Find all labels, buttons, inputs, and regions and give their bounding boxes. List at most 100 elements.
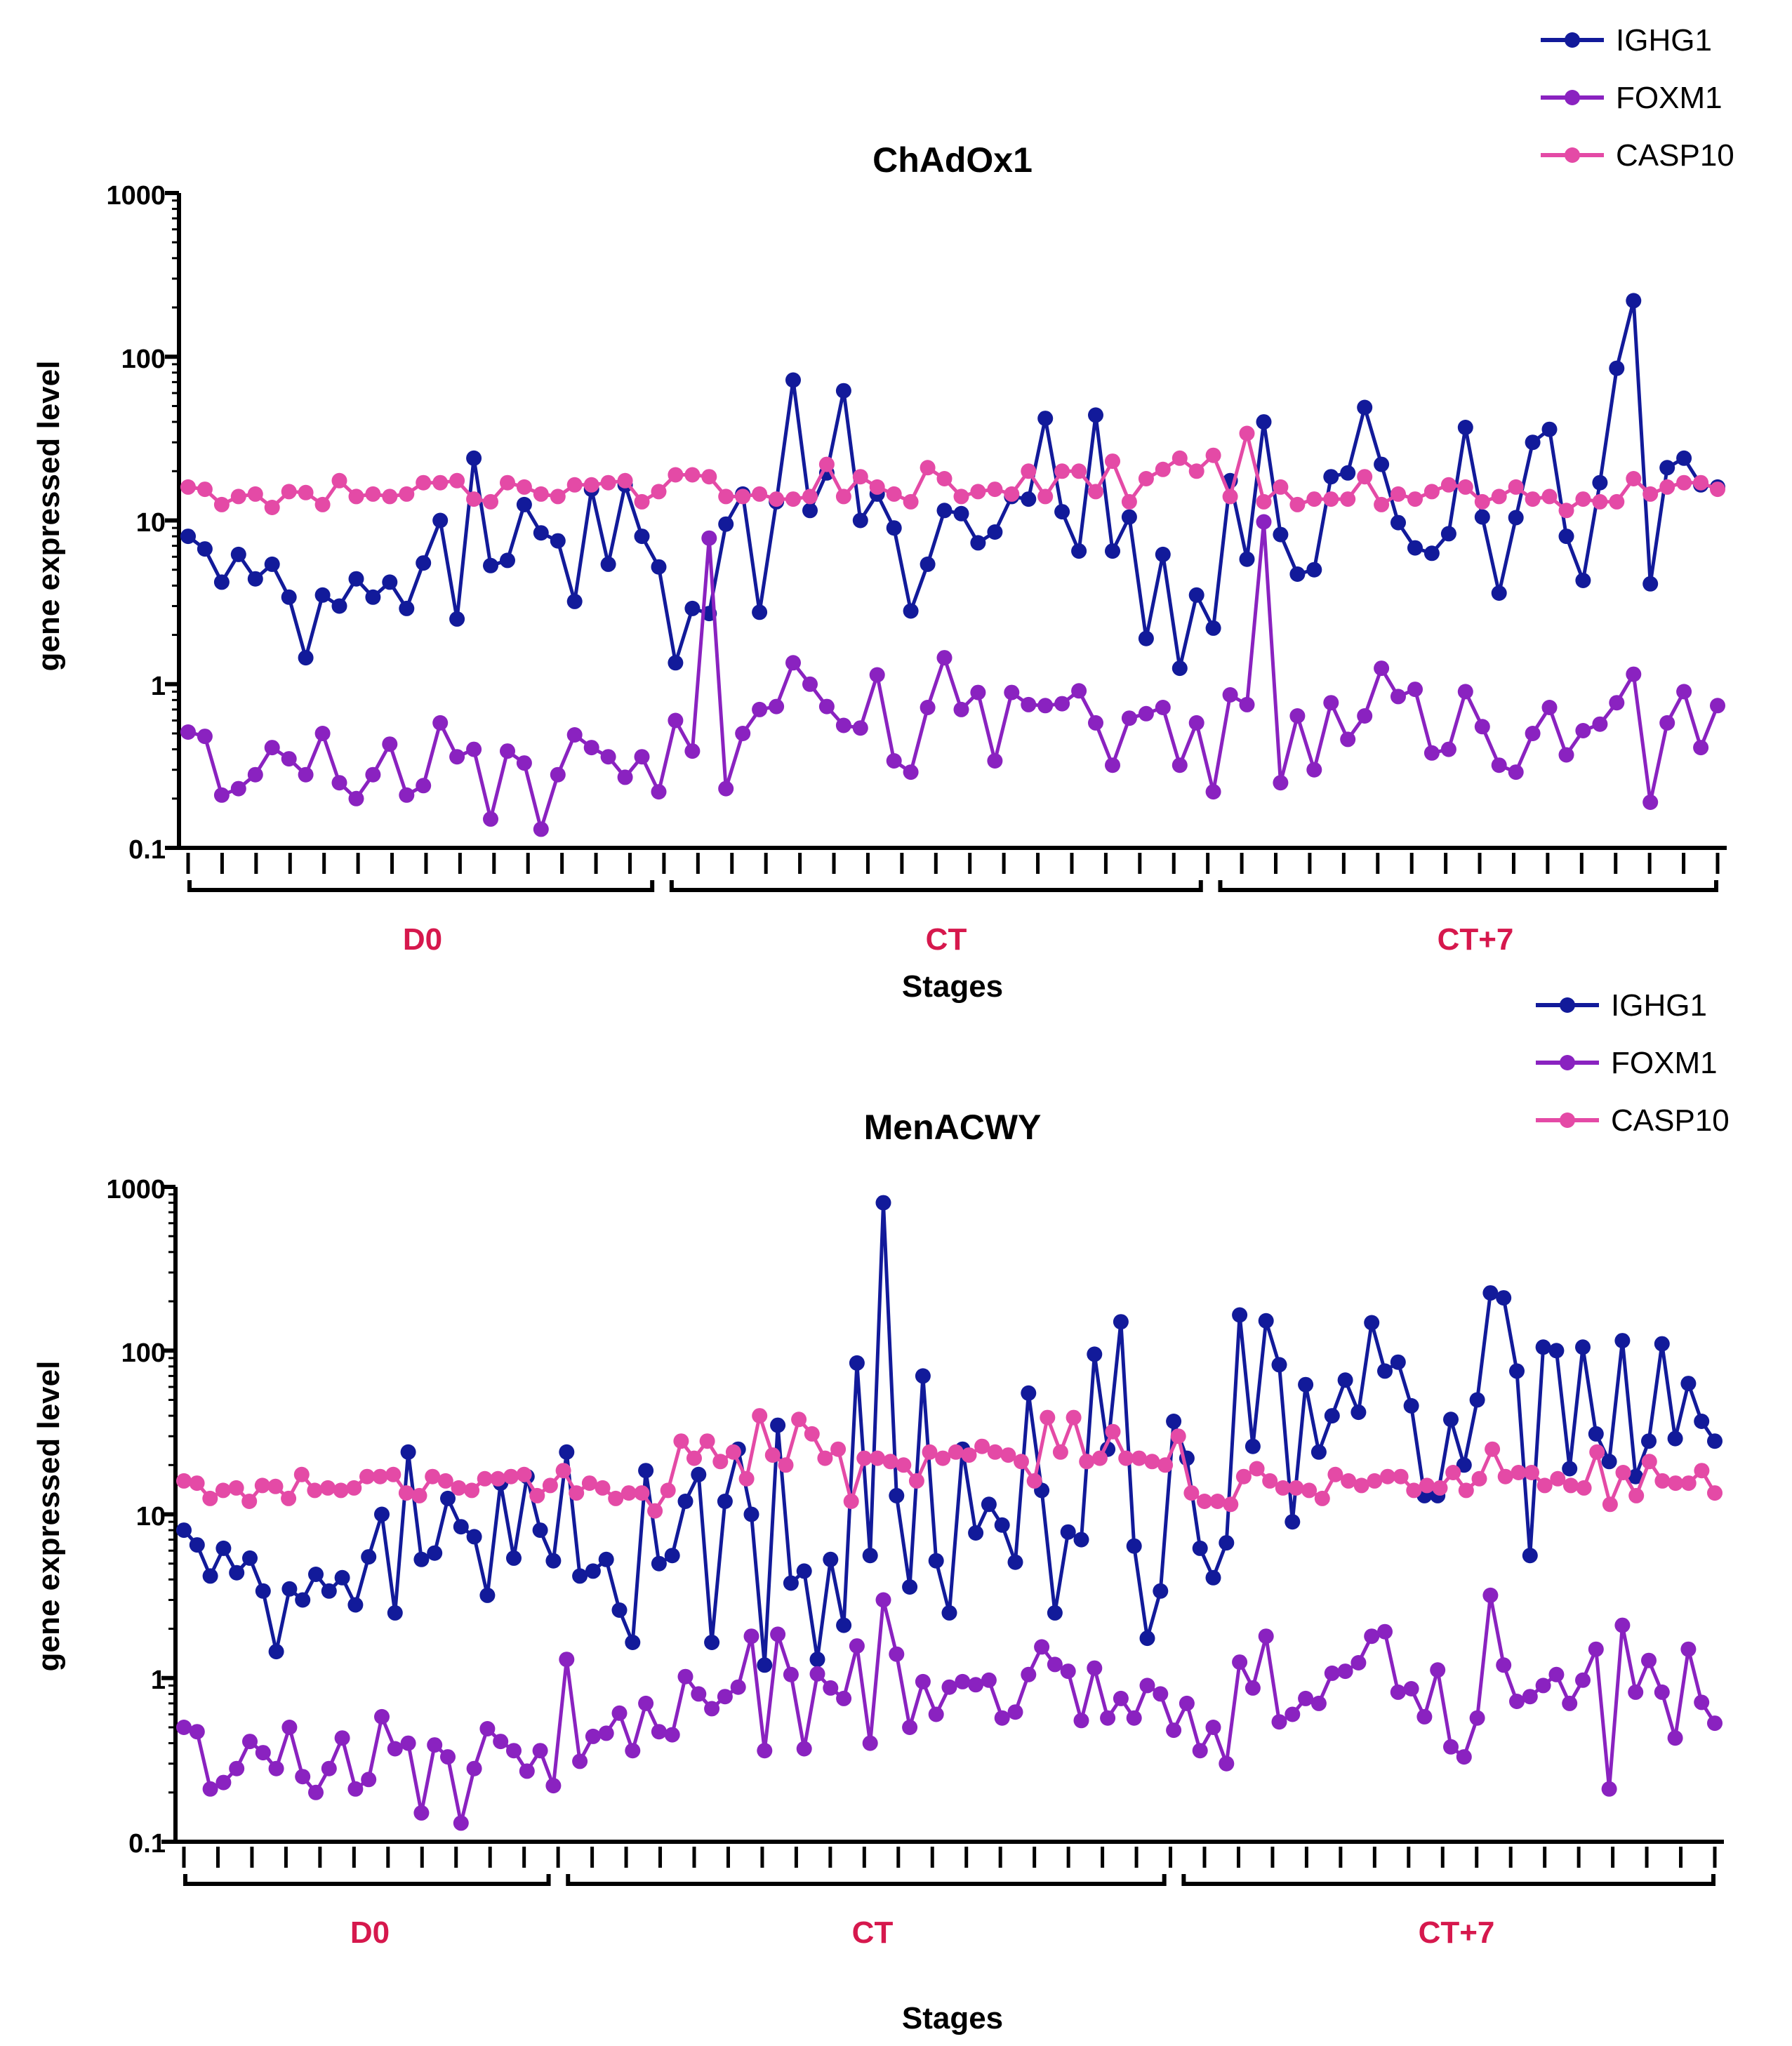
data-point-ighg1 [1126,1538,1142,1554]
data-point-ighg1 [1374,456,1390,472]
data-point-casp10 [1138,471,1154,486]
data-point-ighg1 [1575,573,1591,588]
data-point-ighg1 [545,1553,562,1569]
data-point-casp10 [1197,1494,1212,1509]
data-point-ighg1 [664,1548,680,1564]
data-point-ighg1 [1659,460,1675,476]
data-point-casp10 [331,472,347,489]
data-point-casp10 [764,1447,781,1463]
data-point-foxm1 [1047,1656,1063,1673]
data-point-casp10 [202,1490,218,1506]
data-point-casp10 [281,484,297,500]
data-point-casp10 [1393,1468,1409,1484]
data-point-casp10 [437,1473,453,1489]
data-point-foxm1 [1105,757,1120,773]
data-point-foxm1 [668,712,684,729]
data-point-foxm1 [1289,708,1306,724]
data-point-foxm1 [852,720,868,736]
data-point-casp10 [1550,1470,1566,1487]
legend-label-foxm1: FOXM1 [1616,81,1723,115]
data-point-casp10 [213,496,230,512]
data-point-ighg1 [1548,1343,1565,1359]
data-point-foxm1 [1073,1713,1089,1729]
data-point-ighg1 [752,604,768,620]
data-point-casp10 [382,489,398,505]
data-point-foxm1 [823,1680,839,1696]
data-point-casp10 [1676,474,1692,491]
data-point-casp10 [1021,463,1037,479]
data-point-foxm1 [321,1760,337,1776]
data-point-casp10 [817,1450,833,1466]
data-point-casp10 [1121,493,1137,510]
data-point-casp10 [1314,1490,1330,1506]
data-point-foxm1 [382,736,398,752]
data-point-casp10 [1256,493,1272,510]
data-point-ighg1 [625,1635,641,1650]
data-point-ighg1 [1256,414,1272,430]
data-point-foxm1 [516,755,532,771]
data-point-casp10 [1040,1409,1056,1426]
data-point-foxm1 [1239,696,1255,712]
data-point-casp10 [516,479,532,495]
data-point-foxm1 [215,1774,232,1791]
y-tick-labels: 1000 100 10 1 0.1 [106,181,166,865]
data-point-foxm1 [1491,757,1507,773]
data-point-ighg1 [1364,1315,1380,1331]
data-point-ighg1 [757,1657,773,1673]
data-point-ighg1 [1601,1454,1617,1470]
data-point-ighg1 [1113,1314,1129,1330]
data-point-casp10 [180,479,196,495]
data-point-casp10 [1693,474,1709,491]
data-point-ighg1 [295,1592,311,1608]
data-point-foxm1 [1232,1654,1248,1670]
data-point-ighg1 [1121,509,1137,525]
data-point-foxm1 [757,1743,773,1759]
data-point-casp10 [935,1450,951,1466]
data-point-ighg1 [903,603,919,619]
data-point-ighg1 [1508,510,1524,526]
data-point-ighg1 [440,1490,456,1506]
data-point-foxm1 [1271,1714,1287,1730]
data-point-casp10 [987,481,1003,498]
legend: IGHG1 FOXM1 CASP10 [1541,23,1734,173]
data-point-casp10 [1642,486,1659,502]
data-point-foxm1 [875,1592,891,1608]
data-point-ighg1 [1172,660,1188,677]
data-point-foxm1 [651,784,667,800]
data-point-ighg1 [1105,543,1120,559]
data-point-foxm1 [1575,723,1591,738]
data-point-ighg1 [717,1494,733,1509]
x-axis-label: Stages [902,2001,1003,2035]
data-point-casp10 [298,484,314,500]
data-point-casp10 [738,1470,755,1487]
data-point-foxm1 [479,1721,496,1736]
data-point-foxm1 [1034,1639,1050,1655]
data-point-foxm1 [1693,740,1709,756]
data-point-foxm1 [533,821,549,837]
data-point-foxm1 [1126,1710,1142,1726]
data-point-foxm1 [1407,682,1423,698]
data-point-ighg1 [348,571,364,587]
data-point-foxm1 [1541,700,1558,715]
data-point-casp10 [1144,1454,1160,1470]
data-point-foxm1 [598,1725,614,1741]
data-point-foxm1 [968,1677,984,1693]
data-point-foxm1 [500,743,515,759]
data-point-ighg1 [1271,1357,1287,1373]
data-point-casp10 [1602,1496,1618,1513]
chart-title: ChAdOx1 [872,140,1033,180]
data-point-foxm1 [180,724,196,740]
data-point-foxm1 [953,701,969,717]
data-point-casp10 [595,1480,611,1496]
data-point-casp10 [684,467,701,483]
data-point-ighg1 [387,1605,403,1621]
data-point-casp10 [1131,1450,1147,1466]
data-point-ighg1 [1403,1397,1419,1414]
data-point-casp10 [1341,1473,1357,1489]
data-point-foxm1 [1456,1749,1472,1765]
data-point-casp10 [569,1485,585,1501]
data-point-ighg1 [598,1551,614,1567]
data-point-foxm1 [550,766,566,783]
data-point-casp10 [769,491,785,507]
data-point-ighg1 [1491,585,1507,601]
